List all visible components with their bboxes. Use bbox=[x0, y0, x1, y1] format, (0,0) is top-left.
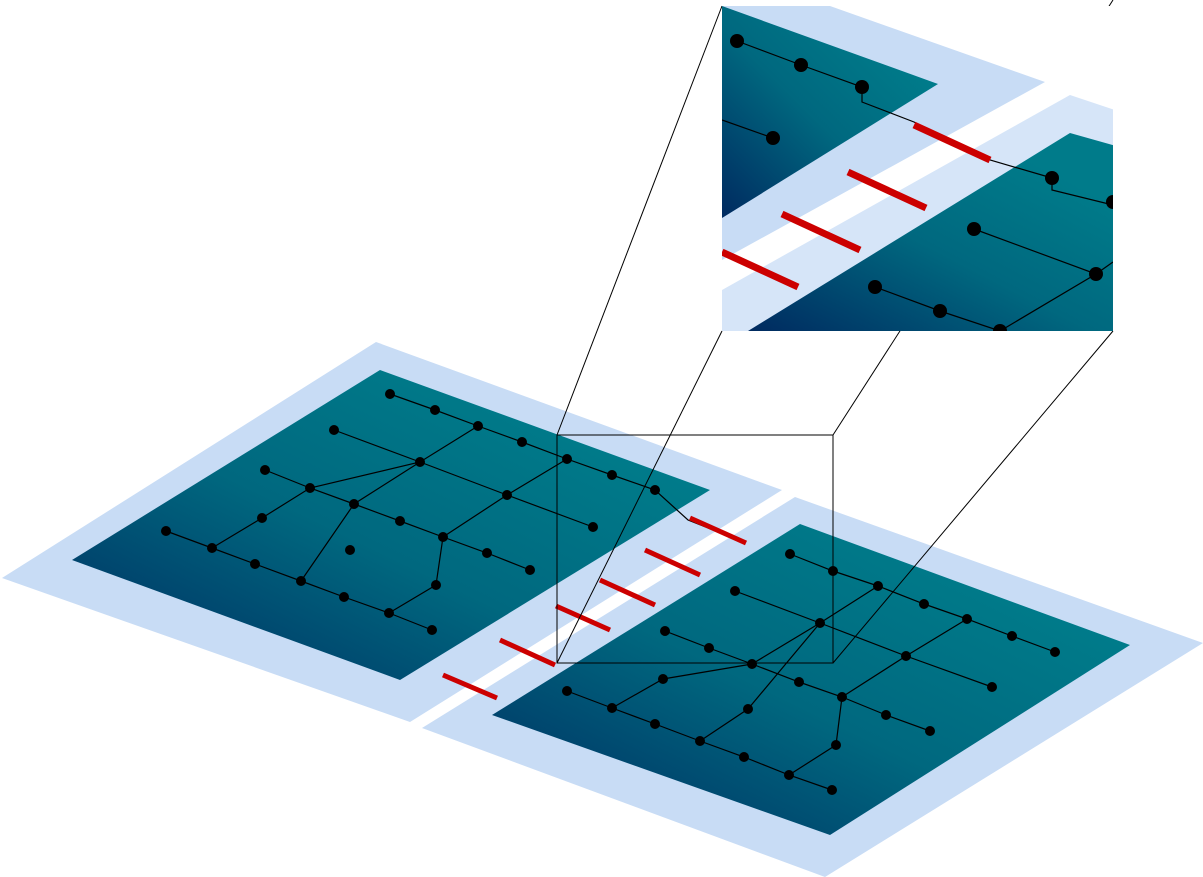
plate-left bbox=[72, 370, 710, 680]
nodes-left bbox=[161, 389, 660, 635]
inset bbox=[722, 6, 1113, 331]
plate-right bbox=[492, 524, 1130, 835]
nodes-right bbox=[562, 549, 1060, 795]
links bbox=[442, 515, 748, 701]
